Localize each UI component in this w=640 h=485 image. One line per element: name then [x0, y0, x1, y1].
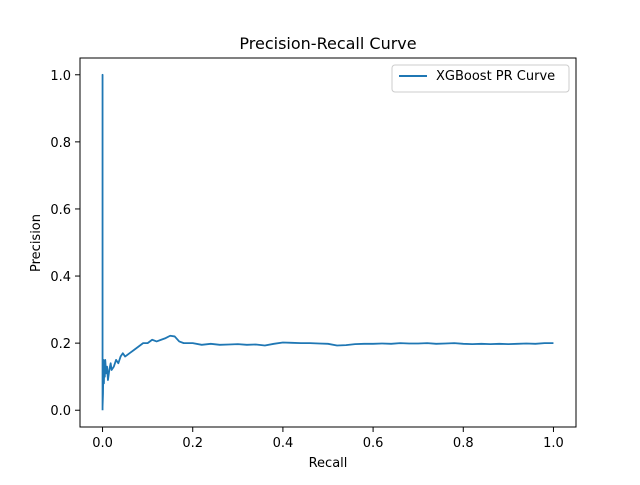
legend-label: XGBoost PR Curve — [436, 69, 555, 84]
y-tick-label: 0.2 — [50, 337, 71, 352]
y-tick-label: 0.8 — [50, 136, 71, 151]
series-line — [101, 73, 554, 411]
y-tick-label: 0.6 — [50, 203, 71, 218]
series-layer — [101, 73, 554, 411]
y-tick-label: 0.4 — [50, 270, 71, 285]
y-axis-ticks: 0.0 0.2 0.4 0.6 0.8 1.0 — [50, 69, 80, 419]
legend-box — [391, 64, 570, 93]
plot-area-frame — [79, 57, 577, 428]
x-tick-label: 1.0 — [543, 436, 564, 451]
y-tick-label: 0.0 — [50, 404, 71, 419]
y-tick-label: 1.0 — [50, 69, 71, 84]
plot-area-background — [80, 58, 576, 427]
chart-title: Precision-Recall Curve — [239, 34, 416, 53]
x-tick-label: 0.6 — [363, 436, 384, 451]
y-axis-label: Precision — [29, 214, 44, 272]
x-axis-ticks: 0.0 0.2 0.4 0.6 0.8 1.0 — [92, 427, 564, 451]
legend: XGBoost PR Curve — [391, 64, 570, 93]
x-tick-label: 0.2 — [182, 436, 203, 451]
x-tick-label: 0.8 — [453, 436, 474, 451]
x-axis-label: Recall — [309, 456, 348, 471]
x-tick-label: 0.0 — [92, 436, 113, 451]
x-tick-label: 0.4 — [273, 436, 294, 451]
